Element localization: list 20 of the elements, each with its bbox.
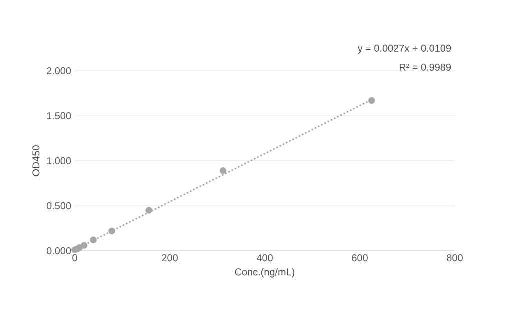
y-tick-label: 0.500 — [46, 202, 72, 210]
point — [80, 242, 88, 249]
x-tick-label: 0 — [72, 254, 78, 262]
y-tick-label: 1.500 — [47, 112, 72, 120]
y-tick-label: 0.000 — [46, 247, 72, 255]
point — [90, 236, 97, 244]
x-tick-label: 400 — [256, 254, 273, 262]
point — [368, 97, 376, 104]
x-axis-title: Conc.(ng/mL) — [235, 268, 295, 278]
y-tick-label: 2.000 — [47, 67, 72, 75]
x-tick-label: 600 — [352, 254, 368, 262]
x-tick-label: 200 — [162, 254, 178, 262]
point — [220, 168, 227, 174]
point — [146, 207, 152, 214]
y-axis-title: OD450 — [32, 146, 40, 176]
text: y = 0.0027x + 0.0109 — [358, 44, 452, 54]
text: R² = 0.9989 — [400, 64, 452, 71]
y-tick-label: 1.000 — [47, 157, 72, 165]
point — [108, 228, 116, 235]
x-tick-label: 800 — [447, 254, 463, 262]
